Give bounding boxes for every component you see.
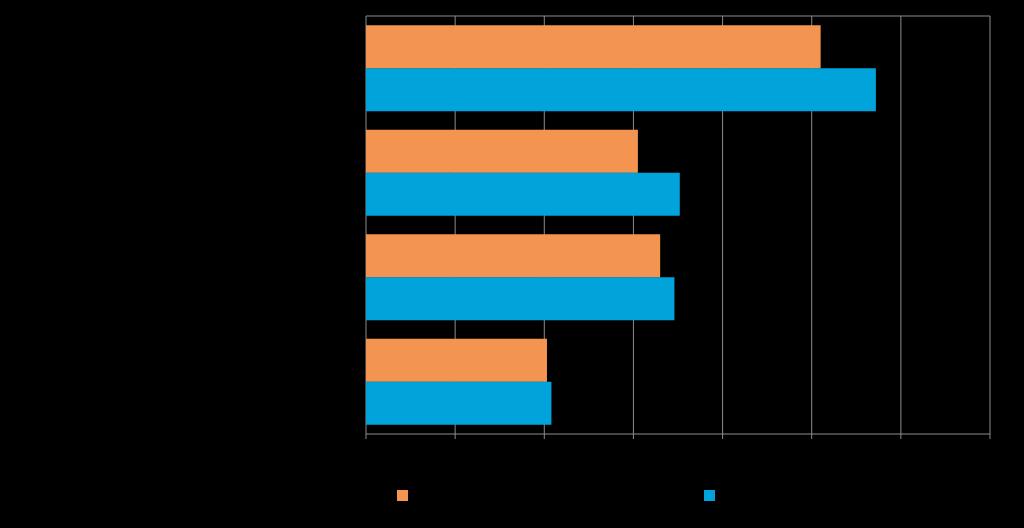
bar-series-2-category-1 (366, 68, 876, 112)
bars (366, 25, 876, 425)
bar-series-2-category-3 (366, 277, 675, 321)
bar-series-2-category-2 (366, 172, 680, 216)
bar-series-1-category-2 (366, 129, 638, 173)
bar-series-1-category-1 (366, 25, 821, 69)
bar-series-1-category-4 (366, 338, 547, 382)
bar-series-1-category-3 (366, 234, 661, 278)
bar-series-2-category-4 (366, 381, 552, 425)
legend (397, 490, 715, 501)
legend-marker-series-2 (704, 490, 715, 501)
legend-marker-series-1 (397, 490, 408, 501)
